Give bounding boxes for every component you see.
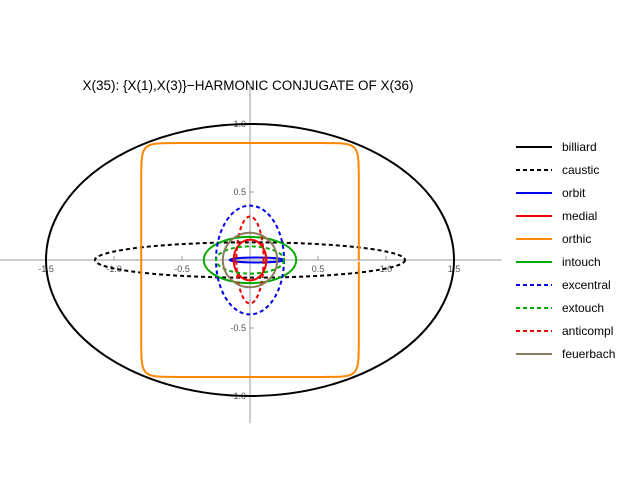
legend-label-orthic: orthic	[562, 232, 591, 246]
legend: billiard caustic orbit medial orthic intouch e…	[516, 140, 615, 361]
curve-orthic	[140, 142, 360, 378]
legend-label-extouch: extouch	[562, 301, 604, 315]
axes: -1.5 -1.0 -0.5 0.5 1.0 1.51.00.5-0.5-1.0	[0, 83, 502, 424]
legend-label-caustic: caustic	[562, 163, 599, 177]
legend-label-anticompl: anticompl	[562, 324, 613, 338]
y-tick-label: -0.5	[230, 323, 246, 333]
legend-label-orbit: orbit	[562, 186, 586, 200]
curve-extouch	[215, 245, 285, 275]
curves	[45, 123, 455, 397]
curve-medial	[232, 238, 268, 282]
legend-label-medial: medial	[562, 209, 597, 223]
legend-label-billiard: billiard	[562, 140, 597, 154]
x-tick-label: -0.5	[174, 264, 190, 274]
curve-intouch	[202, 235, 298, 285]
curve-caustic	[93, 241, 407, 279]
x-tick-label: 0.5	[312, 264, 325, 274]
legend-label-intouch: intouch	[562, 255, 601, 269]
curve-feuerbach	[221, 231, 279, 289]
y-tick-label: 0.5	[233, 187, 246, 197]
chart-title: X(35): {X(1),X(3)}−HARMONIC CONJUGATE OF…	[83, 78, 414, 93]
curve-anticompl	[235, 215, 265, 305]
legend-label-excentral: excentral	[562, 278, 611, 292]
curve-billiard	[45, 123, 455, 397]
legend-label-feuerbach: feuerbach	[562, 347, 615, 361]
